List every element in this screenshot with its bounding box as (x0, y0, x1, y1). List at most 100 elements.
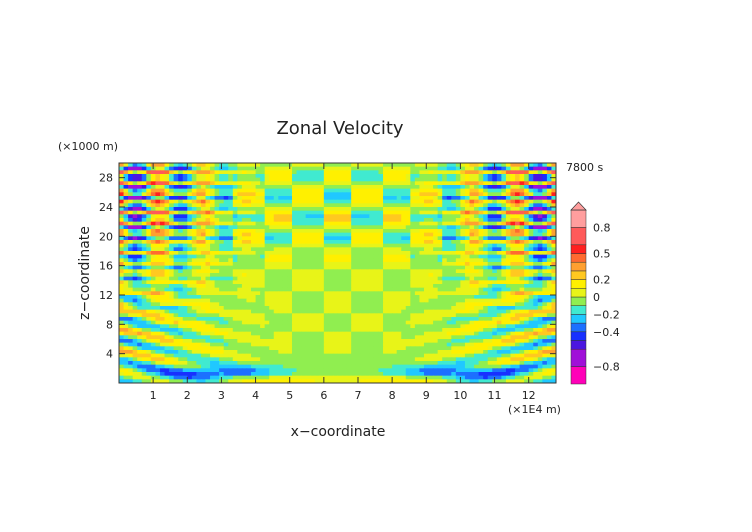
field-cell (323, 291, 329, 296)
field-cell (228, 251, 234, 256)
field-cell (187, 243, 193, 248)
field-cell (123, 324, 129, 329)
field-cell (210, 210, 216, 215)
field-cell (437, 210, 443, 215)
field-cell (269, 236, 275, 241)
field-cell (264, 346, 270, 351)
field-cell (419, 240, 425, 245)
field-cell (255, 196, 261, 201)
field-cell (483, 313, 489, 318)
field-cell (251, 225, 257, 230)
field-cell (337, 298, 343, 303)
field-cell (278, 287, 284, 292)
field-cell (314, 346, 320, 351)
field-cell (328, 199, 334, 204)
field-cell (437, 262, 443, 267)
field-cell (328, 210, 334, 215)
field-cell (278, 254, 284, 259)
field-cell (237, 331, 243, 336)
field-cell (428, 346, 434, 351)
field-cell (210, 196, 216, 201)
field-cell (515, 225, 521, 230)
field-cell (492, 265, 498, 270)
field-cell (228, 262, 234, 267)
field-cell (433, 188, 439, 193)
field-cell (241, 309, 248, 314)
field-cell (237, 273, 243, 278)
field-cell (405, 295, 411, 300)
field-cell (178, 298, 184, 303)
field-cell (487, 269, 493, 274)
field-cell (487, 185, 493, 190)
field-cell (255, 258, 261, 263)
field-cell (478, 207, 484, 212)
field-cell (337, 188, 343, 193)
field-cell (542, 273, 548, 278)
field-cell (301, 221, 307, 226)
field-cell (319, 276, 325, 281)
field-cell (291, 174, 298, 179)
field-cell (455, 302, 461, 307)
field-cell (442, 232, 448, 237)
field-cell (396, 251, 402, 256)
field-cell (332, 313, 339, 318)
field-cell (355, 346, 361, 351)
field-cell (360, 287, 366, 292)
field-cell (205, 247, 211, 252)
field-cell (241, 328, 248, 333)
field-cell (260, 243, 266, 248)
field-cell (364, 192, 370, 197)
field-cell (119, 214, 125, 219)
field-cell (515, 251, 521, 256)
field-cell (474, 346, 480, 351)
field-cell (255, 229, 261, 234)
field-cell (128, 207, 134, 212)
field-cell (282, 342, 289, 347)
field-cell (414, 181, 421, 186)
field-cell (123, 313, 129, 318)
field-cell (251, 262, 257, 267)
field-cell (405, 240, 411, 245)
field-cell (405, 170, 411, 175)
field-cell (446, 258, 452, 263)
field-cell (433, 229, 439, 234)
field-cell (219, 177, 225, 182)
field-cell (487, 302, 493, 307)
field-cell (123, 258, 129, 263)
field-cell (169, 243, 175, 248)
field-cell (319, 225, 325, 230)
field-cell (119, 335, 125, 340)
field-cell (332, 174, 339, 179)
field-cell (291, 192, 298, 197)
field-cell (269, 298, 275, 303)
field-cell (246, 302, 252, 307)
field-cell (232, 295, 238, 300)
field-cell (310, 265, 316, 270)
field-cell (132, 170, 138, 175)
field-cell (423, 174, 430, 179)
field-cell (251, 203, 257, 208)
field-cell (496, 295, 502, 300)
field-cell (542, 229, 548, 234)
field-cell (182, 163, 188, 168)
field-cell (537, 317, 543, 322)
field-cell (310, 320, 316, 325)
field-cell (314, 291, 320, 296)
field-cell (260, 181, 266, 186)
field-cell (146, 214, 152, 219)
field-cell (150, 243, 157, 248)
field-cell (337, 221, 343, 226)
field-cell (159, 306, 166, 311)
field-cell (524, 291, 530, 296)
field-cell (383, 335, 389, 340)
field-cell (392, 254, 398, 259)
field-cell (282, 247, 289, 252)
field-cell (474, 210, 480, 215)
field-cell (251, 335, 257, 340)
field-cell (146, 284, 152, 289)
field-cell (351, 273, 357, 278)
field-cell (187, 192, 193, 197)
field-cell (360, 342, 366, 347)
field-cell (132, 324, 138, 329)
field-cell (305, 251, 311, 256)
